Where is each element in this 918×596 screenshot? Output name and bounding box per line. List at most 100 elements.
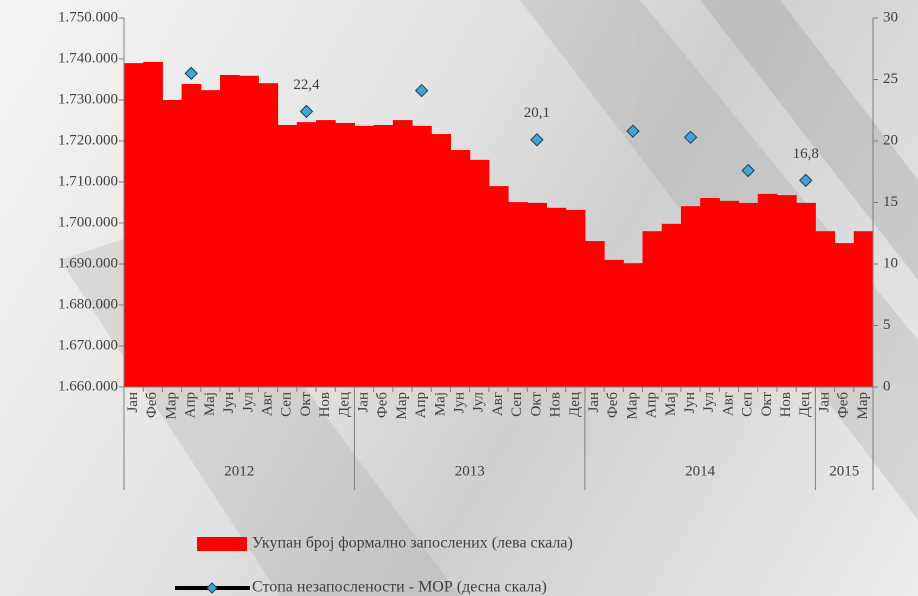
- legend-label: Укупан број формално запослених (лева ск…: [252, 535, 573, 552]
- x-tick-label: Јан: [586, 392, 602, 413]
- legend-label: Стопа незапослености - МОР (десна скала): [252, 579, 547, 596]
- x-tick-label: Дец: [336, 392, 352, 417]
- bar: [815, 231, 836, 387]
- bar: [700, 197, 720, 387]
- x-tick-label: Окт: [528, 392, 544, 417]
- bar: [834, 243, 855, 387]
- y-tick-label: 1.730.000: [58, 91, 118, 107]
- x-tick-label: Јун: [452, 392, 468, 413]
- y-tick-label: 1.660.000: [58, 378, 118, 394]
- bar: [431, 134, 451, 387]
- marker: [741, 163, 755, 178]
- bar: [719, 200, 740, 387]
- bar: [853, 231, 874, 387]
- bar: [527, 202, 548, 387]
- year-label: 2014: [685, 463, 716, 479]
- x-tick-label: Мар: [163, 392, 179, 420]
- bar: [258, 83, 279, 387]
- bar: [642, 231, 663, 387]
- x-tick-label: Окт: [759, 392, 775, 417]
- y-tick-label: 1.720.000: [58, 132, 118, 148]
- y-tick-label: 1.750.000: [58, 9, 118, 25]
- y2-tick-label: 30: [883, 9, 898, 25]
- y2-tick-label: 5: [883, 317, 891, 333]
- y-tick-label: 1.700.000: [58, 214, 118, 230]
- bar: [316, 120, 336, 387]
- y2-tick-label: 20: [883, 132, 898, 148]
- y2-tick-label: 25: [883, 71, 898, 87]
- bar: [277, 125, 298, 387]
- legend-marker: [206, 582, 218, 594]
- marker: [530, 133, 544, 147]
- x-tick-label: Јан: [356, 392, 372, 413]
- bar: [220, 74, 240, 388]
- bar: [546, 207, 567, 387]
- bar: [738, 202, 759, 387]
- x-tick-label: Сеп: [279, 392, 295, 417]
- x-tick-label: Сеп: [509, 392, 525, 417]
- bar: [143, 61, 163, 388]
- x-tick-label: Сеп: [740, 392, 756, 417]
- x-tick-label: Дец: [567, 392, 583, 417]
- y2-tick-label: 10: [883, 255, 898, 271]
- marker: [626, 124, 640, 138]
- x-tick-label: Апр: [644, 392, 660, 418]
- bar: [296, 122, 317, 387]
- x-tick-label: Јул: [471, 391, 487, 412]
- data-label: 20,1: [524, 105, 550, 121]
- marker: [184, 66, 198, 81]
- x-tick-label: Јул: [701, 391, 717, 412]
- bar: [373, 125, 394, 387]
- y-tick-label: 1.690.000: [58, 255, 118, 271]
- x-tick-label: Мај: [202, 392, 218, 416]
- marker: [799, 173, 813, 188]
- legend-swatch: [197, 537, 247, 551]
- bar: [200, 90, 221, 387]
- y-tick-label: 1.670.000: [58, 337, 118, 353]
- marker: [299, 104, 314, 119]
- x-tick-label: Окт: [298, 392, 314, 417]
- x-tick-label: Дец: [797, 392, 813, 417]
- year-label: 2015: [829, 463, 859, 479]
- year-label: 2012: [224, 463, 254, 479]
- x-tick-label: Мар: [855, 392, 871, 420]
- x-tick-label: Мар: [624, 392, 640, 420]
- bar: [181, 84, 202, 387]
- x-tick-label: Нов: [548, 392, 564, 417]
- bar: [661, 223, 682, 387]
- bar: [604, 259, 624, 387]
- bar: [392, 120, 413, 387]
- bar: [239, 75, 259, 387]
- marker: [414, 83, 429, 98]
- x-tick-label: Авг: [490, 392, 506, 416]
- bar: [354, 125, 375, 387]
- marker: [683, 130, 698, 145]
- bar: [124, 63, 144, 387]
- bar: [450, 150, 471, 387]
- y2-tick-label: 15: [883, 194, 898, 210]
- bar: [776, 195, 797, 387]
- x-tick-label: Нов: [317, 392, 333, 417]
- bar: [565, 209, 586, 387]
- y-tick-label: 1.710.000: [58, 173, 118, 189]
- data-label: 16,8: [793, 146, 819, 162]
- x-tick-label: Авг: [720, 392, 736, 416]
- x-tick-label: Јан: [125, 392, 141, 413]
- x-tick-label: Мај: [432, 392, 448, 416]
- bar: [584, 241, 605, 387]
- x-tick-label: Апр: [413, 392, 429, 418]
- bar: [680, 206, 701, 387]
- bar: [412, 125, 432, 387]
- x-tick-label: Авг: [259, 392, 275, 416]
- bar: [469, 159, 490, 387]
- y-tick-label: 1.680.000: [58, 296, 118, 312]
- x-tick-label: Апр: [183, 392, 199, 418]
- bar: [335, 122, 355, 388]
- x-tick-label: Феб: [836, 392, 852, 419]
- y-tick-label: 1.740.000: [58, 50, 118, 66]
- year-label: 2013: [455, 463, 485, 479]
- y2-tick-label: 0: [883, 378, 891, 394]
- x-tick-label: Јун: [221, 392, 237, 413]
- bar: [488, 186, 509, 387]
- data-label: 22,4: [293, 77, 320, 93]
